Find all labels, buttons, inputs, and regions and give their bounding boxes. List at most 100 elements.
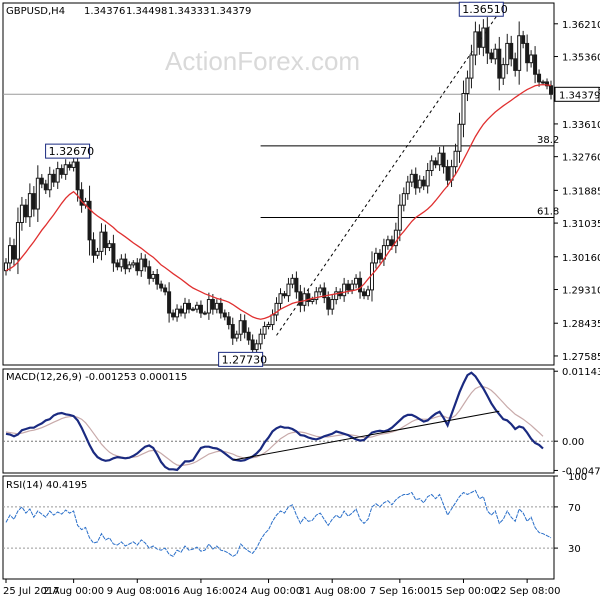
time-tick-label: 16 Aug 16:00 — [167, 586, 234, 597]
rsi-y-tick-label: 70 — [568, 503, 581, 514]
candle-body — [366, 289, 371, 297]
candle-body — [91, 239, 96, 256]
candle-body — [214, 302, 219, 310]
candle-body — [171, 312, 176, 318]
candle-body — [298, 291, 303, 306]
candle-body — [242, 320, 247, 333]
price-y-tick-label: 1.28435 — [562, 319, 600, 330]
time-tick-label: 22 Sep 08:00 — [494, 586, 561, 597]
candle-body — [119, 258, 124, 268]
candle-body — [147, 266, 152, 279]
candle-body — [326, 297, 331, 310]
candle-body — [19, 204, 24, 224]
candle-body — [401, 193, 406, 206]
candle-body — [151, 274, 156, 279]
candle-body — [63, 164, 68, 175]
candle-body — [111, 243, 116, 264]
candle-body — [167, 291, 172, 314]
candle-body — [274, 302, 279, 316]
candle-body — [198, 304, 203, 314]
candle-body — [103, 231, 108, 249]
candle-body — [43, 183, 48, 191]
candle-body — [306, 293, 311, 302]
candle-body — [11, 245, 16, 260]
candle-body — [39, 177, 44, 185]
candle-body — [525, 42, 530, 64]
candle-body — [75, 161, 80, 191]
candle-body — [362, 291, 367, 297]
rsi-title: RSI(14) 40.4195 — [6, 480, 87, 491]
annotation-box — [45, 143, 91, 159]
candle-body — [210, 299, 215, 310]
candle-body — [234, 333, 239, 339]
candle-body — [497, 48, 502, 79]
candle-body — [533, 54, 538, 75]
candle-body — [425, 170, 430, 187]
candle-body — [202, 312, 207, 315]
candle-body — [131, 262, 136, 266]
price-y-tick-label: 1.31035 — [562, 219, 600, 230]
candle-body — [143, 258, 148, 268]
moving-average-line — [5, 83, 552, 320]
candle-body — [377, 252, 382, 260]
price-title: GBPUSD,H4 — [6, 6, 65, 17]
candle-body — [159, 283, 164, 289]
candle-body — [190, 308, 195, 311]
candle-body — [517, 35, 522, 71]
candle-body — [163, 287, 168, 293]
candle-body — [393, 229, 398, 247]
candle-body — [79, 189, 84, 206]
candle-body — [226, 316, 231, 326]
candle-body — [397, 204, 402, 231]
price-high: 1.34498 — [126, 6, 167, 17]
candle-body — [509, 42, 514, 60]
candle-body — [179, 308, 184, 314]
candle-body — [501, 64, 506, 79]
candle-body — [314, 291, 319, 301]
candle-body — [206, 299, 211, 314]
macd-pane: 0.011437 0.00 -0.004782 — [3, 367, 600, 477]
candle-body — [457, 123, 462, 152]
annotation-label: 1.27730 — [222, 353, 267, 366]
candle-body — [186, 302, 191, 310]
macd-line — [5, 371, 544, 472]
candle-body — [513, 58, 518, 71]
watermark: ActionForex.com — [165, 46, 360, 76]
candle-body — [409, 173, 414, 183]
macd-y-tick-label: 0.011437 — [562, 367, 600, 378]
macd-y-tick-label: -0.004782 — [562, 466, 600, 477]
candle-body — [346, 283, 351, 291]
time-tick-label: 25 Jul 2017 — [3, 586, 60, 597]
candle-body — [23, 204, 28, 218]
candle-body — [254, 343, 259, 351]
candle-body — [155, 274, 160, 285]
macd-trendline — [232, 410, 500, 461]
candle-body — [59, 168, 64, 175]
candle-body — [218, 302, 223, 314]
current-price-label: 1.34379 — [559, 90, 600, 101]
candle-body — [489, 52, 494, 60]
candle-body — [286, 283, 291, 297]
price-low: 1.34333 — [168, 6, 209, 17]
candle-body — [469, 54, 474, 79]
price-close: 1.34379 — [210, 6, 251, 17]
candle-body — [135, 262, 140, 272]
candle-body — [4, 262, 8, 272]
candle-body — [183, 302, 188, 314]
candle-body — [473, 31, 478, 56]
candle-body — [139, 258, 144, 272]
candle-body — [529, 54, 534, 64]
candle-body — [421, 179, 426, 187]
candle-body — [334, 291, 339, 301]
candle-body — [465, 77, 470, 94]
price-y-tick-label: 1.35360 — [562, 53, 600, 64]
rsi-line — [5, 489, 552, 557]
candle-body — [481, 27, 486, 48]
price-pane: 1.362101.353601.344851.336101.327601.318… — [3, 1, 600, 367]
candle-body — [175, 308, 180, 318]
candle-body — [71, 161, 76, 168]
macd-frame — [2, 368, 555, 474]
candle-body — [429, 160, 434, 172]
